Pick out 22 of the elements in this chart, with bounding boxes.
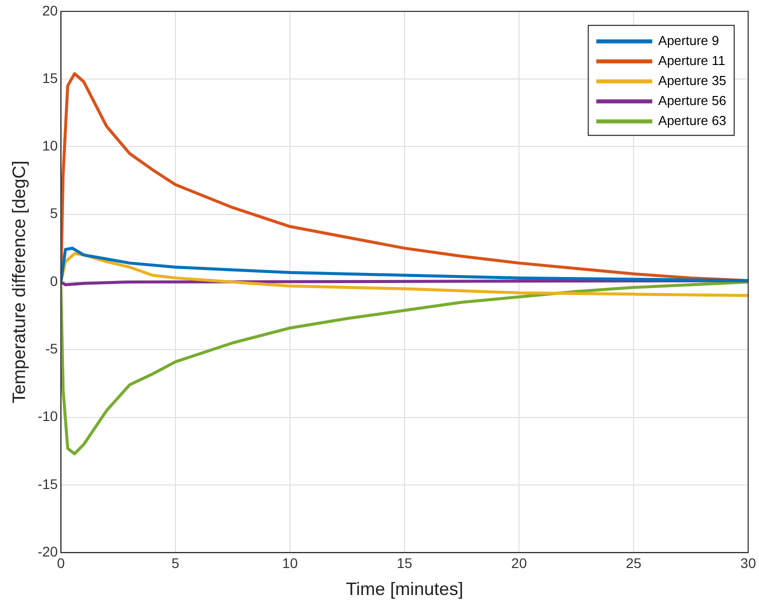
y-tick-label: -5 (45, 340, 58, 357)
y-tick-label: 0 (50, 272, 58, 289)
x-tick-label: 30 (740, 554, 756, 571)
legend-label: Aperture 9 (658, 32, 719, 48)
y-tick-label: 20 (42, 2, 58, 18)
y-tick-label: 10 (42, 138, 58, 154)
y-tick-label: -15 (38, 476, 58, 492)
y-tick-label: 15 (42, 70, 58, 86)
legend-label: Aperture 63 (658, 112, 726, 128)
legend-label: Aperture 56 (658, 92, 726, 108)
y-tick-label: 5 (50, 205, 58, 222)
legend-label: Aperture 35 (658, 72, 726, 88)
x-tick-label: 10 (282, 554, 298, 571)
y-tick-label: -10 (38, 408, 58, 424)
legend-label: Aperture 11 (658, 52, 726, 68)
x-axis-title: Time [minutes] (346, 579, 464, 600)
x-tick-label: 20 (511, 554, 528, 571)
y-tick-label: -20 (38, 543, 58, 560)
x-tick-label: 15 (396, 554, 413, 571)
y-axis-title: Temperature difference [degC] (8, 160, 29, 404)
x-tick-label: 5 (172, 554, 180, 571)
x-tick-label: 25 (626, 554, 642, 571)
